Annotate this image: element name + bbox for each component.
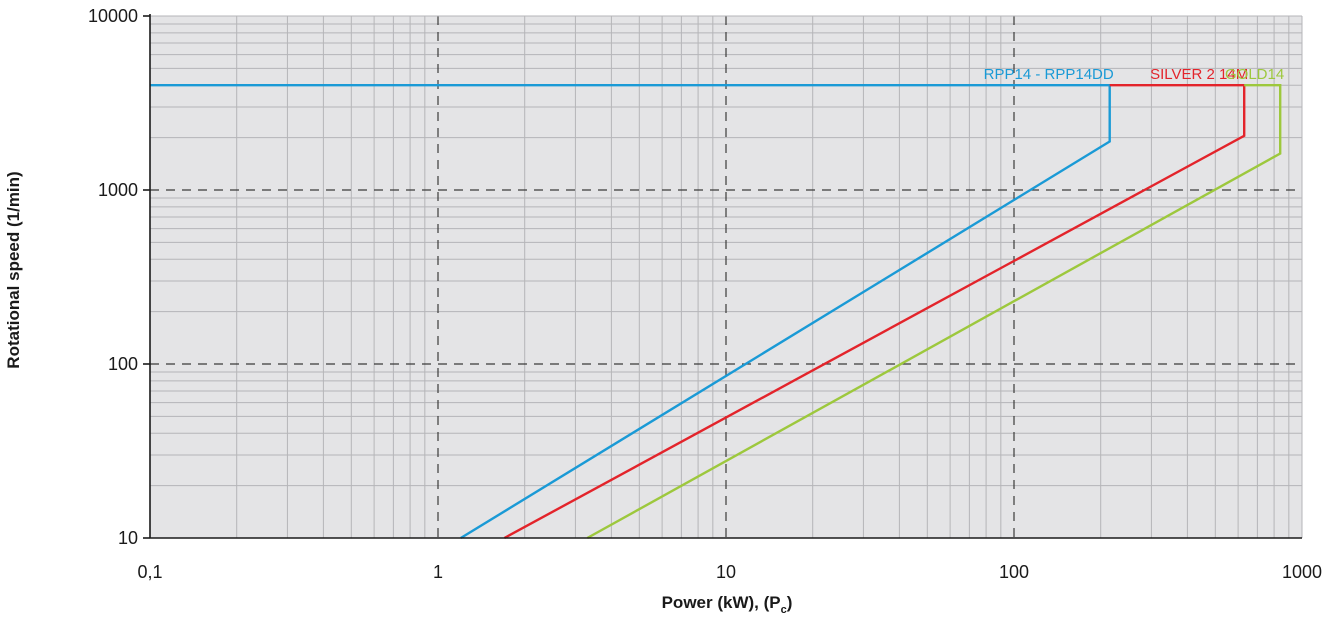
y-tick-label: 10000 xyxy=(88,6,138,26)
series-line-2 xyxy=(503,83,1246,540)
y-tick-labels: 10 100 1000 10000 xyxy=(88,6,138,548)
x-tick-label: 1 xyxy=(433,562,443,582)
y-tick-label: 10 xyxy=(118,528,138,548)
series-label-3: GOLD14 xyxy=(1225,66,1284,83)
series-label-1: RPP14 - RPP14DD xyxy=(984,66,1114,83)
axes xyxy=(143,14,1302,539)
x-axis-title-main: Power (kW), (P xyxy=(662,593,781,612)
series-label-2: SILVER 2 14M xyxy=(1150,66,1248,83)
series-lines xyxy=(150,83,1282,540)
y-axis-title: Rotational speed (1/min) xyxy=(4,171,23,368)
series-line-1 xyxy=(150,83,1111,540)
grid xyxy=(150,15,1303,538)
x-axis-title: Power (kW), (Pc) xyxy=(662,593,793,616)
x-tick-label: 0,1 xyxy=(137,562,162,582)
x-tick-label: 100 xyxy=(999,562,1029,582)
x-axis-title-close: ) xyxy=(787,593,793,612)
x-tick-labels: 0,1 1 10 100 1000 xyxy=(137,562,1322,582)
x-tick-label: 10 xyxy=(716,562,736,582)
x-tick-label: 1000 xyxy=(1282,562,1322,582)
x-axis-title-subscript: c xyxy=(781,604,787,616)
y-tick-label: 100 xyxy=(108,354,138,374)
y-tick-label: 1000 xyxy=(98,180,138,200)
series-line-3 xyxy=(586,83,1282,540)
